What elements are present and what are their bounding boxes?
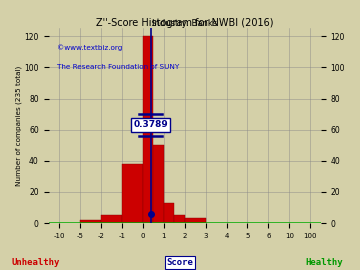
Bar (143, 36, 153, 223)
Bar (101, 215, 122, 223)
Y-axis label: Number of companies (235 total): Number of companies (235 total) (15, 66, 22, 186)
Text: ©www.textbiz.org: ©www.textbiz.org (57, 44, 122, 51)
Title: Z''-Score Histogram for NWBI (2016): Z''-Score Histogram for NWBI (2016) (96, 18, 273, 28)
Bar (80, 220, 101, 223)
Text: Unhealthy: Unhealthy (12, 258, 60, 267)
Bar (185, 218, 206, 223)
Text: Healthy: Healthy (305, 258, 343, 267)
Bar (164, 203, 174, 223)
Text: Score: Score (167, 258, 193, 267)
Text: 0.3789: 0.3789 (133, 120, 168, 130)
Text: Industry: Banks: Industry: Banks (152, 19, 217, 28)
Bar (153, 145, 164, 223)
Text: The Research Foundation of SUNY: The Research Foundation of SUNY (57, 63, 179, 69)
Bar (174, 215, 185, 223)
Bar (122, 164, 143, 223)
